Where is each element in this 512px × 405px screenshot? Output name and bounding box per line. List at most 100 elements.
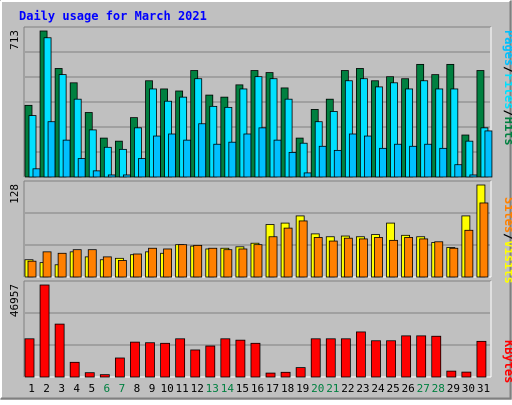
legend-sep: / — [502, 66, 512, 73]
x-tick-label-day-25: 25 — [386, 382, 399, 395]
bar-sites-day-17 — [268, 236, 278, 278]
bar-files-day-26 — [405, 88, 414, 178]
bar-files-day-15 — [239, 88, 248, 178]
x-tick-label-day-9: 9 — [149, 382, 156, 395]
bar-pages-day-21 — [333, 149, 342, 178]
bar-sites-day-29 — [449, 247, 459, 278]
bar-kbytes-day-24 — [371, 340, 381, 378]
bar-kbytes-day-4 — [69, 361, 80, 378]
y-max-label: 46957 — [8, 284, 21, 317]
bar-kbytes-day-26 — [401, 335, 412, 378]
x-tick-label-day-3: 3 — [58, 382, 65, 395]
x-tick-label-day-24: 24 — [371, 382, 385, 395]
bar-sites-day-2 — [42, 251, 52, 278]
bar-sites-day-11 — [178, 244, 188, 278]
bar-files-day-1 — [28, 115, 37, 178]
bar-pages-day-15 — [243, 133, 252, 178]
bar-sites-day-8 — [133, 253, 142, 278]
bar-pages-day-28 — [439, 147, 448, 178]
bar-sites-day-23 — [359, 238, 368, 278]
legend-kbytes: KBytes — [502, 340, 512, 383]
x-tick-label-day-22: 22 — [341, 382, 354, 395]
legend-pages-files-hits: Pages/Files/Hits — [502, 30, 512, 146]
x-tick-label-day-11: 11 — [176, 382, 189, 395]
x-tick-label-day-31: 31 — [477, 382, 490, 395]
bar-pages-day-13 — [213, 143, 222, 178]
bar-pages-day-23 — [364, 135, 372, 178]
y-max-label: 128 — [8, 184, 21, 204]
bar-pages-day-29 — [454, 164, 463, 178]
legend-pages: Pages — [502, 30, 512, 66]
bar-pages-day-7 — [122, 174, 131, 178]
bar-kbytes-day-21 — [325, 338, 336, 378]
bar-sites-day-4 — [72, 249, 82, 278]
x-tick-label-day-19: 19 — [296, 382, 309, 395]
bar-kbytes-day-28 — [431, 335, 442, 378]
legend-files: Files — [502, 73, 512, 109]
bar-kbytes-day-19 — [295, 367, 306, 378]
bar-kbytes-day-20 — [310, 338, 321, 378]
bar-kbytes-day-25 — [386, 340, 396, 378]
bar-pages-day-11 — [183, 139, 192, 178]
x-tick-label-day-26: 26 — [402, 382, 415, 395]
bar-sites-day-22 — [343, 237, 353, 278]
bar-pages-day-19 — [303, 172, 312, 178]
bar-files-day-8 — [134, 127, 142, 178]
bar-sites-day-25 — [389, 239, 398, 278]
bar-files-day-25 — [390, 82, 398, 178]
bar-sites-day-15 — [238, 248, 248, 278]
bar-sites-day-5 — [87, 249, 97, 278]
bar-kbytes-day-18 — [280, 371, 291, 378]
x-tick-label-day-15: 15 — [236, 382, 249, 395]
x-tick-label-day-18: 18 — [281, 382, 294, 395]
bar-kbytes-day-2 — [39, 284, 50, 378]
bar-pages-day-27 — [424, 143, 433, 178]
bar-kbytes-day-15 — [235, 339, 246, 378]
bar-sites-day-24 — [374, 237, 383, 278]
bar-kbytes-day-29 — [446, 370, 457, 378]
bar-pages-day-16 — [258, 127, 267, 178]
bar-files-day-23 — [360, 78, 368, 178]
x-tick-label-day-7: 7 — [119, 382, 126, 395]
bar-sites-day-3 — [57, 252, 67, 278]
x-tick-label-day-1: 1 — [28, 382, 35, 395]
bar-kbytes-day-11 — [175, 338, 186, 378]
bar-files-day-19 — [299, 142, 308, 178]
x-tick-label-day-13: 13 — [206, 382, 219, 395]
legend-hits: Hits — [502, 117, 512, 146]
bar-pages-day-1 — [32, 168, 41, 178]
bar-files-day-4 — [73, 98, 82, 178]
bar-kbytes-day-30 — [461, 371, 472, 378]
legend-sites: Sites — [502, 197, 512, 233]
x-tick-label-day-29: 29 — [447, 382, 460, 395]
x-tick-label-day-10: 10 — [160, 382, 173, 395]
bar-sites-day-13 — [208, 247, 218, 278]
bar-sites-day-10 — [163, 248, 172, 278]
x-tick-label-day-27: 27 — [417, 382, 430, 395]
bar-files-day-21 — [329, 111, 338, 178]
bar-files-day-7 — [118, 148, 127, 178]
bar-sites-day-26 — [404, 237, 414, 278]
bar-files-day-30 — [465, 140, 474, 178]
bar-kbytes-day-10 — [160, 342, 170, 378]
bar-files-day-24 — [375, 86, 383, 178]
bar-files-day-17 — [269, 78, 278, 178]
bar-files-day-28 — [435, 88, 444, 178]
bar-kbytes-day-14 — [220, 338, 231, 378]
bar-sites-day-19 — [298, 220, 308, 278]
y-max-label: 713 — [8, 30, 21, 50]
bar-sites-day-9 — [148, 247, 157, 278]
bar-sites-day-14 — [223, 249, 233, 278]
bar-sites-day-31 — [479, 202, 489, 278]
bar-files-day-6 — [103, 146, 112, 178]
bar-files-day-3 — [58, 74, 67, 178]
bar-kbytes-day-27 — [416, 335, 427, 378]
bar-files-day-22 — [344, 80, 353, 178]
bar-pages-day-24 — [379, 147, 387, 178]
bar-sites-day-30 — [464, 229, 474, 278]
x-tick-label-day-14: 14 — [221, 382, 235, 395]
bar-sites-day-16 — [253, 244, 263, 278]
